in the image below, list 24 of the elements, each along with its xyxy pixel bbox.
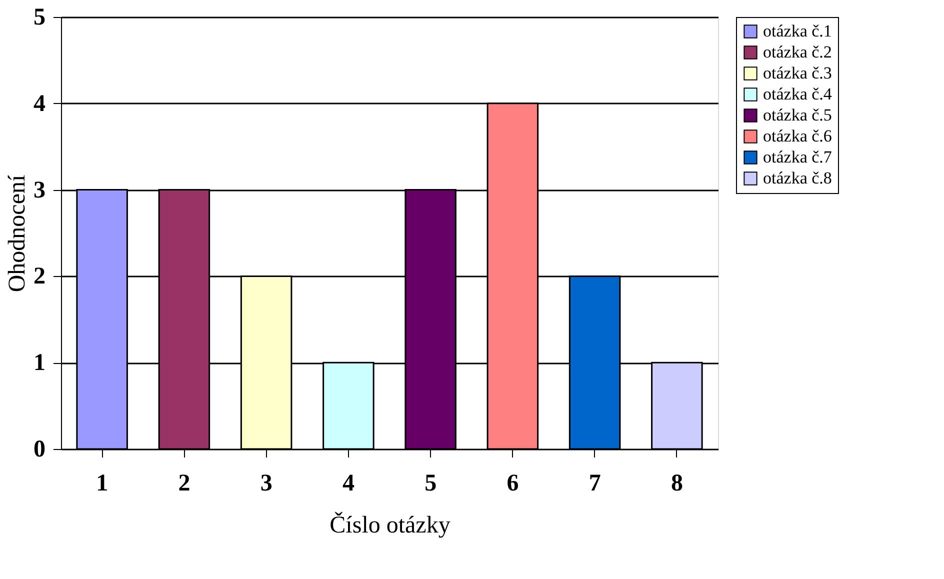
legend-label: otázka č.8 [763, 168, 832, 188]
legend-label: otázka č.5 [763, 106, 832, 124]
x-tick-label: 6 [506, 470, 519, 496]
y-tick-label: 2 [34, 264, 46, 290]
legend-label: otázka č.2 [763, 42, 832, 62]
y-tick-label: 5 [34, 4, 46, 30]
y-tick-label: 1 [34, 350, 46, 376]
y-tick-label: 0 [34, 436, 46, 462]
legend-label: otázka č.1 [763, 22, 832, 40]
x-tick-label: 5 [424, 470, 437, 496]
legend-label: otázka č.4 [763, 84, 832, 104]
y-axis-title: Ohodnocení [4, 174, 30, 292]
x-axis-title: Číslo otázky [330, 512, 450, 538]
legend-label: otázka č.6 [763, 126, 832, 146]
y-tick-label: 4 [34, 90, 46, 117]
y-tick-label: 3 [34, 177, 46, 204]
x-tick-label: 7 [588, 470, 601, 496]
legend-label: otázka č.3 [763, 64, 832, 82]
x-tick-label: 4 [342, 470, 354, 496]
x-tick-label: 8 [670, 470, 683, 496]
legend-label: otázka č.7 [763, 148, 832, 166]
x-tick-label: 3 [260, 470, 272, 496]
x-tick-label: 1 [96, 470, 108, 496]
x-tick-label: 2 [178, 470, 190, 496]
